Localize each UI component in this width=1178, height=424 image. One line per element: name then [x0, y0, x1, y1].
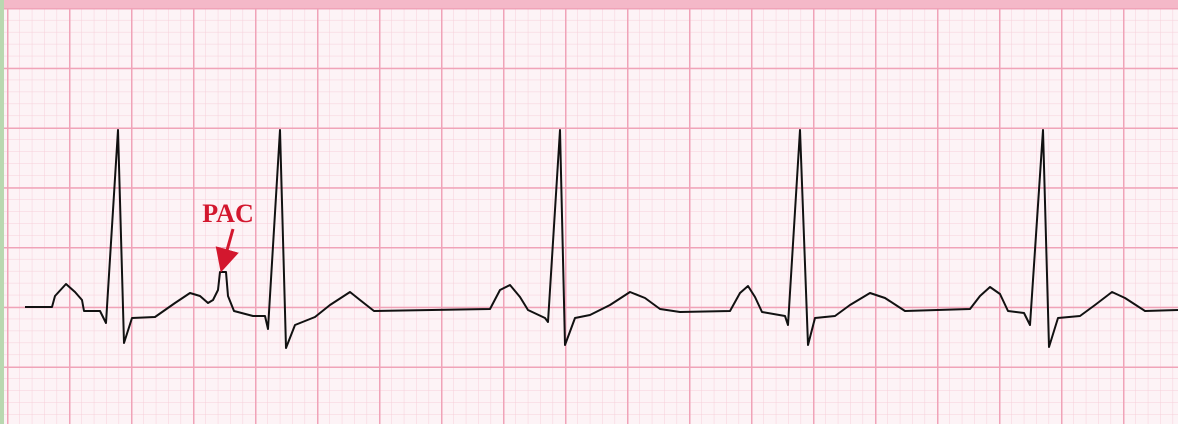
pac-arrow — [215, 228, 239, 273]
ecg-trace — [25, 129, 1178, 349]
left-edge — [0, 0, 4, 424]
top-band — [0, 0, 1178, 8]
pac-label: PAC — [202, 199, 254, 228]
